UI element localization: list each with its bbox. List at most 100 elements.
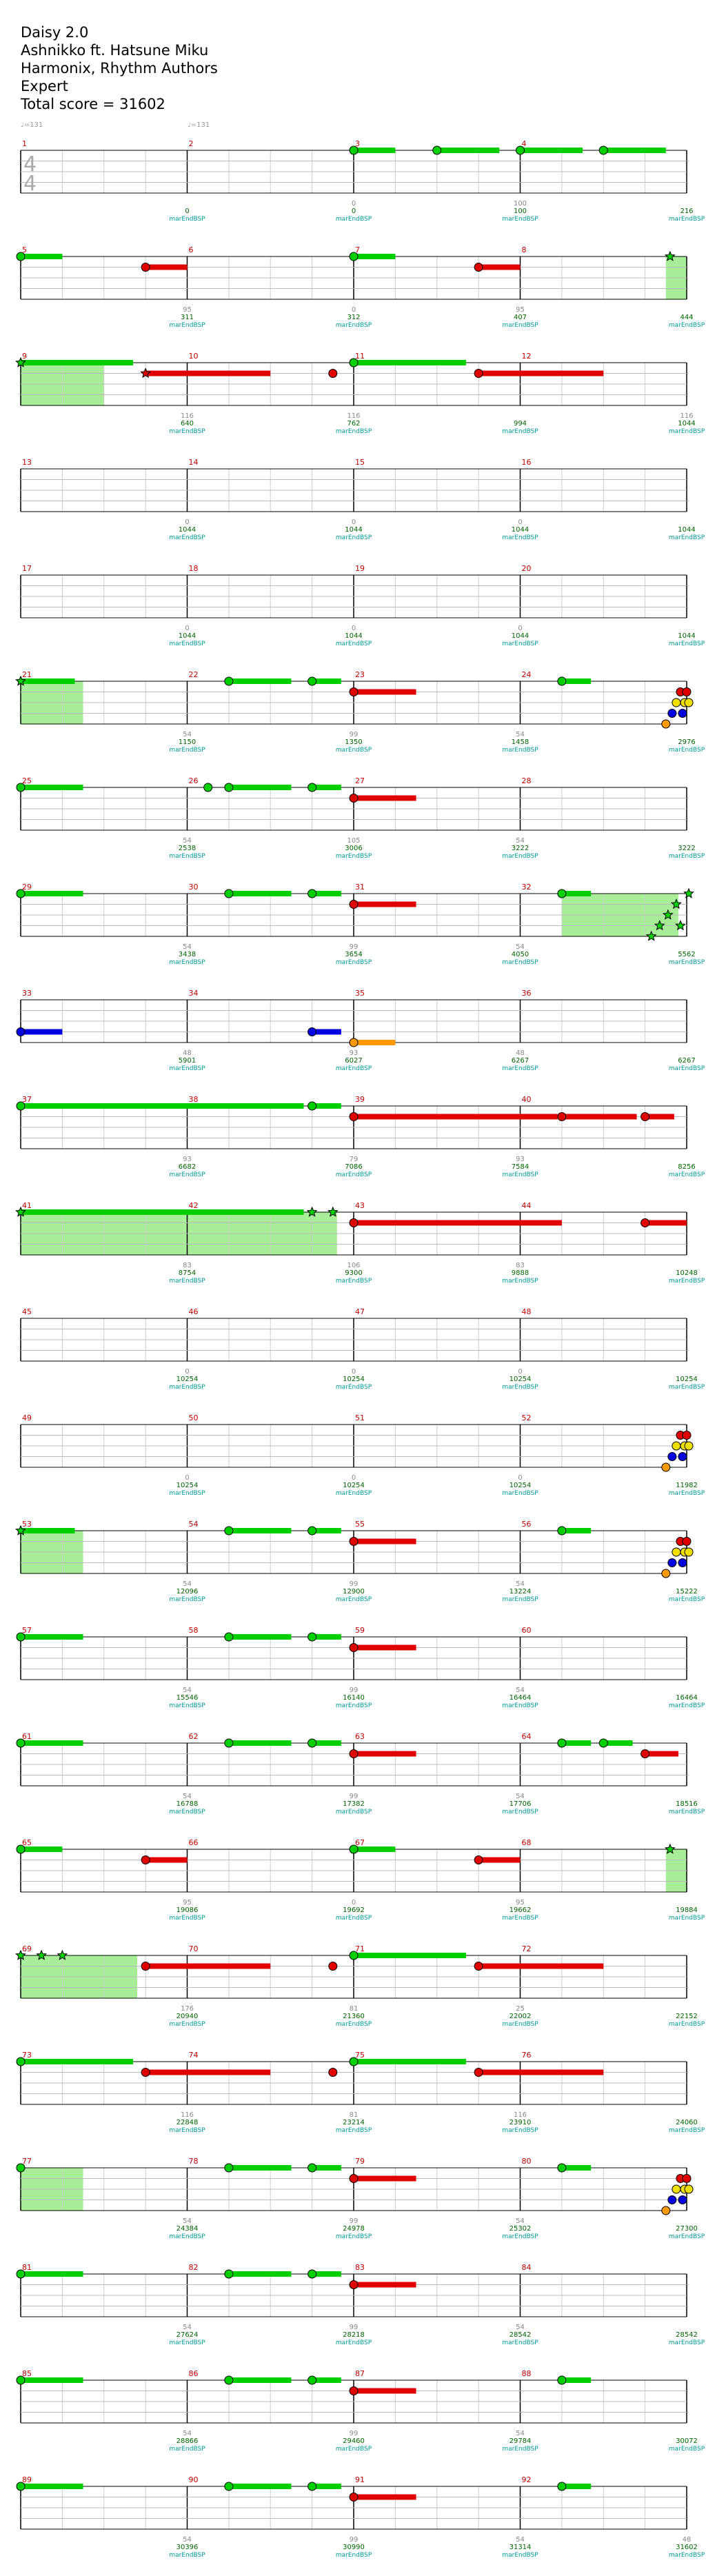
measure-points: 48 [183,1049,192,1057]
star-note [15,1949,26,1960]
running-score: 22152 [676,2013,698,2020]
measure-points: 0 [518,519,522,526]
running-score: 0 [185,208,189,215]
measure-points: 99 [350,1687,359,1694]
note-gem [16,1101,26,1111]
note-gem [667,1558,677,1567]
note-gem [682,1537,692,1546]
note-gem [661,1462,671,1472]
running-score: 16464 [676,1694,698,1702]
running-score: 444 [680,314,693,321]
sustain-bar [312,2165,341,2171]
sustain-bar [354,1644,416,1651]
sustain-bar [21,1847,63,1852]
note-gem [349,1749,359,1758]
running-score: 31314 [510,2544,532,2551]
note-gem [141,1962,150,1971]
measure-number: 73 [22,2051,32,2060]
measure-end-label: marEndBSP [502,641,538,647]
running-score: 31602 [676,2544,698,2551]
running-score: 22848 [176,2119,199,2126]
running-score: 11982 [676,1482,698,1489]
sustain-bar [21,785,83,790]
measure-number: 10 [189,352,199,361]
measure-end-label: marEndBSP [502,216,538,223]
running-score: 15546 [176,1694,199,1702]
running-score: 30072 [676,2437,698,2445]
measure-end-label: marEndBSP [669,1915,705,1922]
measure-number: 57 [22,1626,32,1635]
running-score: 30990 [343,2544,365,2551]
running-score: 17706 [510,1800,532,1808]
note-gem [224,1632,234,1642]
sustain-bar [312,2484,341,2489]
measure-points: 0 [518,1474,522,1482]
star-note [664,1843,676,1854]
sustain-bar [354,148,396,153]
note-gem [598,1738,608,1748]
measure-points: 99 [350,2430,359,2437]
sustain-bar [354,901,416,907]
measure-end-label: marEndBSP [336,1384,372,1391]
star-note [683,887,694,898]
note-gem [684,1441,694,1451]
sustain-bar [312,2377,341,2383]
sustain-bar [354,689,416,695]
sustain-bar [603,148,666,153]
measure-end-label: marEndBSP [169,1702,205,1709]
sustain-bar [21,1528,75,1533]
note-gem [16,783,26,792]
sustain-bar [478,264,521,270]
note-gem [307,1632,317,1642]
note-gem [557,676,567,686]
measure-number: 17 [22,564,32,573]
measure-number: 3 [355,139,360,148]
time-signature-bottom: 4 [23,172,37,196]
sustain-bar [354,360,467,365]
measure-number: 42 [189,1201,199,1210]
measure-end-label: marEndBSP [669,428,705,435]
measure-points: 99 [350,2217,359,2225]
measure-number: 59 [355,1626,365,1635]
measure-end-label: marEndBSP [669,1596,705,1603]
running-score: 10254 [343,1482,365,1489]
running-score: 10254 [510,1376,532,1383]
measure-end-label: marEndBSP [502,428,538,435]
note-gem [474,1855,483,1864]
note-gem [349,687,359,696]
sustain-bar [354,1538,416,1544]
note-gem [328,1962,338,1971]
measure-number: 64 [522,1732,532,1741]
sustain-bar [312,1740,341,1746]
running-score: 1044 [512,632,529,640]
running-score: 1044 [678,632,695,640]
running-score: 24978 [343,2225,365,2233]
measure-points: 95 [516,1899,525,1906]
running-score: 17382 [343,1800,365,1808]
measure-number: 88 [522,2369,532,2378]
measure-end-label: marEndBSP [502,2021,538,2028]
measure-number: 26 [189,776,199,785]
running-score: 640 [181,420,194,427]
measure-points: 54 [183,2536,192,2544]
measure-end-label: marEndBSP [169,2021,205,2028]
measure-points: 0 [352,1368,356,1376]
measure-number: 55 [355,1520,365,1529]
measure-end-label: marEndBSP [169,853,205,860]
measure-number: 2 [189,139,194,148]
running-score: 28542 [676,2331,698,2339]
measure-points: 99 [350,2536,359,2544]
note-gem [557,1112,567,1121]
measure-number: 14 [189,458,199,467]
measure-number: 91 [355,2475,365,2484]
measure-end-label: marEndBSP [169,2446,205,2453]
measure-number: 83 [355,2263,365,2272]
measure-number: 29 [22,883,32,892]
measure-number: 84 [522,2263,532,2272]
note-gem [349,1038,359,1047]
measure-number: 39 [355,1095,365,1104]
measure-number: 23 [355,670,365,679]
measure-end-label: marEndBSP [502,1384,538,1391]
measure-end-label: marEndBSP [169,428,205,435]
note-gem [678,2195,687,2204]
